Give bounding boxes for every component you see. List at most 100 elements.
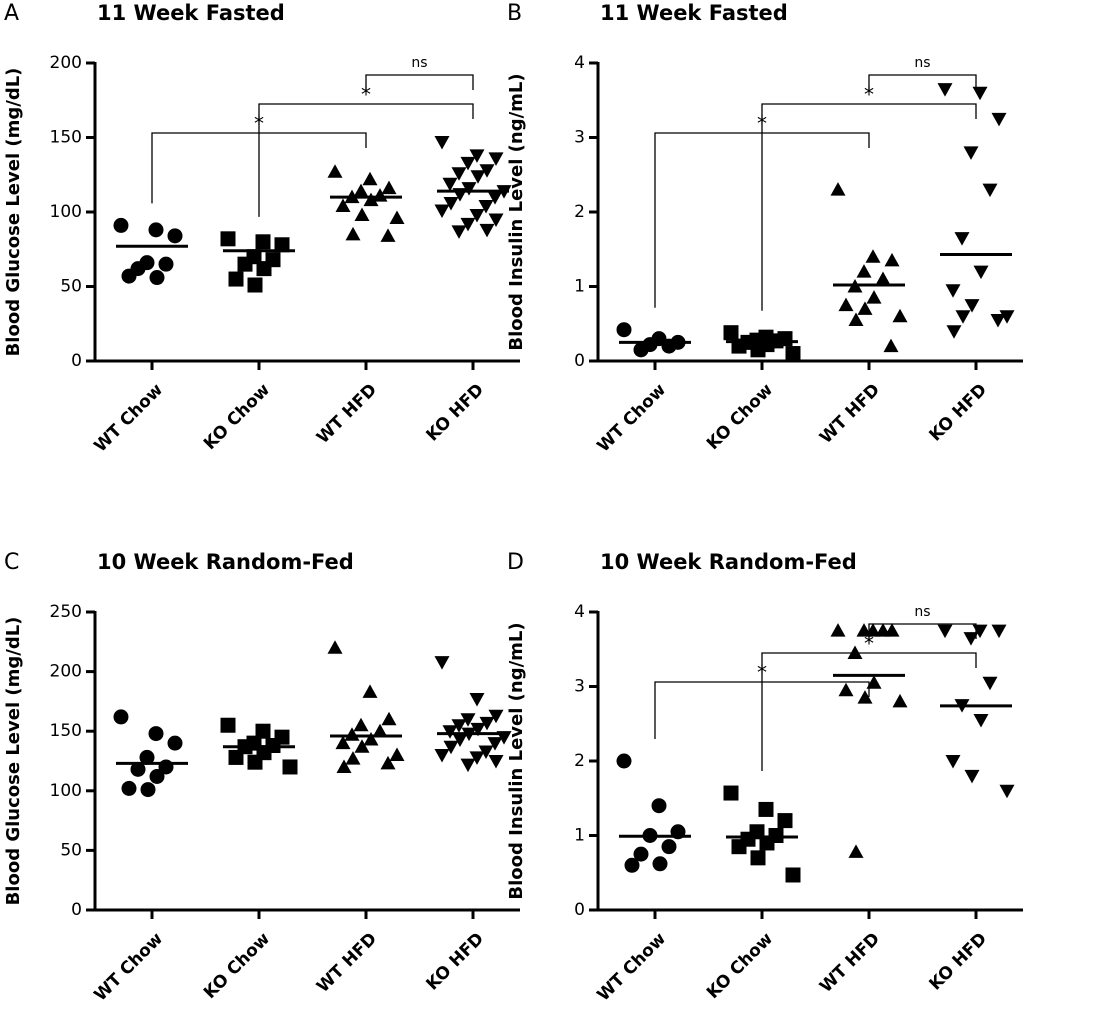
data-point [354,207,370,221]
panel-label: B [507,1,522,26]
y-tick-label: 2 [574,202,585,222]
data-point [758,801,774,817]
data-point [633,846,649,862]
data-point [723,325,739,341]
data-point [999,784,1015,799]
data-point [479,223,495,238]
data-point [973,714,989,728]
chart-title: 11 Week Fasted [600,1,788,25]
x-tick-label: WT Chow [594,929,671,1006]
data-point [149,270,165,286]
data-point [443,740,459,755]
y-tick-label: 0 [71,351,82,371]
data-point [875,271,891,286]
data-point [478,745,494,759]
significance-bracket [761,103,977,311]
data-point [460,156,476,171]
panel-label: D [507,550,524,575]
significance-bracket [258,103,474,217]
chart-title: 10 Week Random-Fed [600,550,857,574]
x-tick-label: KO Chow [200,380,274,454]
data-point [381,180,397,195]
data-point [130,761,146,777]
data-point [616,753,632,769]
data-point [167,228,183,244]
data-point [274,237,290,253]
data-point [884,252,900,267]
data-point [963,146,979,160]
data-point [731,839,747,855]
data-point [353,717,369,732]
data-point [661,839,677,855]
data-point [652,856,668,872]
panel-label: C [4,550,19,575]
data-point [255,723,271,739]
data-point [353,183,369,198]
data-point [856,264,872,278]
x-tick-label: KO Chow [703,380,777,454]
y-tick-label: 4 [574,53,585,73]
y-tick-label: 1 [574,277,585,297]
data-point [460,217,476,232]
data-point [488,755,504,769]
y-tick-label: 100 [50,202,82,222]
x-tick-label: KO HFD [925,380,991,446]
data-point [651,798,667,814]
data-point [478,200,494,214]
data-point [750,342,766,358]
data-point [336,759,352,773]
data-point [954,232,970,246]
data-point [139,749,155,765]
data-point [470,170,486,184]
data-point [982,183,998,198]
data-point [488,213,504,227]
data-point [892,693,908,708]
chart-title: 11 Week Fasted [97,1,285,25]
data-point [723,785,739,801]
y-tick-label: 50 [60,840,82,860]
y-tick-label: 3 [574,128,585,148]
significance-label: * [361,83,371,107]
data-point [469,149,485,163]
data-point [616,322,632,338]
data-point [866,675,882,689]
significance-label: ns [411,55,427,71]
data-point [354,739,370,753]
y-tick-label: 150 [50,128,82,148]
data-point [838,297,854,312]
x-tick-label: WT Chow [91,380,168,457]
y-tick-label: 0 [574,900,585,920]
data-point [362,171,378,186]
data-point [140,782,156,798]
data-point [991,624,1007,639]
data-point [892,308,908,323]
y-tick-label: 150 [50,721,82,741]
significance-label: ns [914,55,930,71]
data-point [633,342,649,358]
data-point [847,645,863,659]
x-tick-label: WT HFD [313,929,381,997]
data-point [220,231,236,247]
x-tick-label: WT Chow [594,380,671,457]
data-point [785,867,801,883]
y-tick-label: 100 [50,781,82,801]
data-point [247,754,263,770]
significance-bracket [868,74,977,90]
data-point [777,813,793,829]
data-point [759,835,775,851]
y-tick-label: 0 [574,351,585,371]
y-tick-label: 200 [50,662,82,682]
data-point [785,346,801,362]
data-point [113,217,129,233]
y-tick-label: 50 [60,277,82,297]
data-point [469,751,485,765]
data-point [452,733,468,748]
data-point [955,310,971,324]
data-point [963,632,979,646]
data-point [434,749,450,763]
x-tick-label: KO Chow [703,929,777,1003]
x-tick-label: WT HFD [816,929,884,997]
y-axis-label: Blood Insulin Level (ng/mL) [506,622,527,899]
data-point [327,640,343,654]
